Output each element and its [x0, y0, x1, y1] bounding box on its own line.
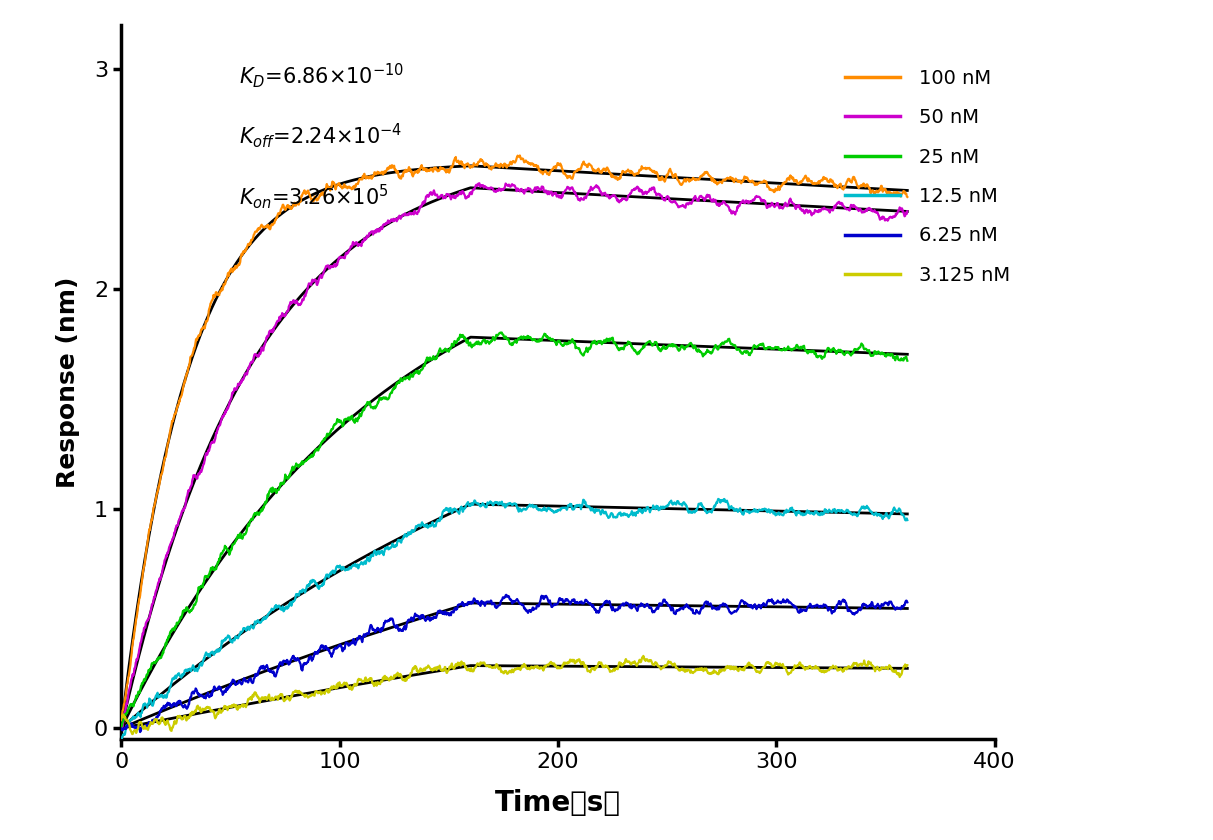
Y-axis label: Response (nm): Response (nm): [56, 276, 80, 488]
X-axis label: Time（s）: Time（s）: [495, 789, 621, 817]
Text: $K_{on}$=3.26×10$^{5}$: $K_{on}$=3.26×10$^{5}$: [239, 182, 389, 211]
Text: $K_{off}$=2.24×10$^{-4}$: $K_{off}$=2.24×10$^{-4}$: [239, 122, 403, 150]
Text: $K_D$=6.86×10$^{-10}$: $K_D$=6.86×10$^{-10}$: [239, 61, 404, 90]
Legend: 100 nM, 50 nM, 25 nM, 12.5 nM, 6.25 nM, 3.125 nM: 100 nM, 50 nM, 25 nM, 12.5 nM, 6.25 nM, …: [837, 60, 1018, 292]
